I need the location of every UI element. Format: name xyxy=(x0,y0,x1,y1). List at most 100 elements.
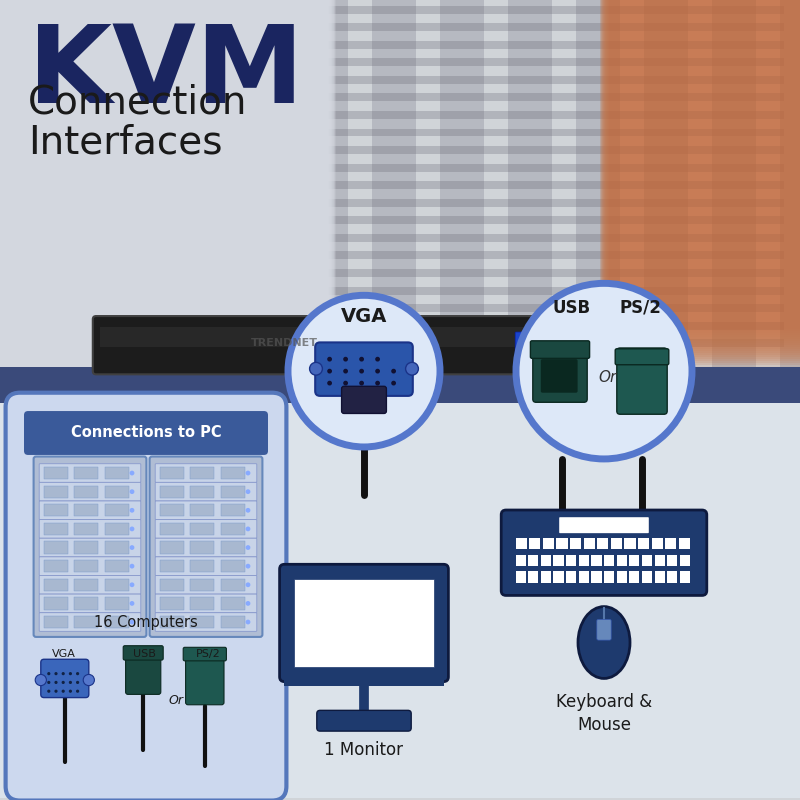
FancyBboxPatch shape xyxy=(530,341,590,358)
FancyBboxPatch shape xyxy=(39,482,141,501)
Bar xyxy=(10,0,28,367)
FancyBboxPatch shape xyxy=(543,538,554,549)
FancyBboxPatch shape xyxy=(630,554,639,566)
FancyBboxPatch shape xyxy=(39,575,141,594)
FancyBboxPatch shape xyxy=(74,504,98,517)
Bar xyxy=(288,234,784,242)
FancyBboxPatch shape xyxy=(105,560,129,572)
Bar xyxy=(288,269,784,277)
Bar xyxy=(8,0,26,367)
Circle shape xyxy=(343,357,348,362)
FancyBboxPatch shape xyxy=(533,332,541,362)
Bar xyxy=(0,0,328,367)
Bar xyxy=(602,0,800,359)
Bar xyxy=(601,0,800,363)
Circle shape xyxy=(246,490,250,494)
Text: VGA: VGA xyxy=(341,307,387,326)
FancyBboxPatch shape xyxy=(39,538,141,557)
Bar xyxy=(6,0,24,367)
FancyBboxPatch shape xyxy=(317,710,411,731)
FancyBboxPatch shape xyxy=(528,554,538,566)
Circle shape xyxy=(83,674,94,686)
FancyBboxPatch shape xyxy=(190,542,214,554)
Bar xyxy=(0,0,326,367)
Bar xyxy=(4,0,22,367)
Bar xyxy=(288,146,784,154)
Circle shape xyxy=(47,672,50,675)
FancyBboxPatch shape xyxy=(554,571,564,582)
Bar xyxy=(288,6,784,14)
FancyBboxPatch shape xyxy=(44,467,68,479)
FancyBboxPatch shape xyxy=(150,457,262,637)
Bar xyxy=(14,0,31,367)
Bar xyxy=(7,0,25,367)
Bar xyxy=(12,0,30,367)
FancyBboxPatch shape xyxy=(186,650,224,705)
FancyBboxPatch shape xyxy=(604,571,614,582)
FancyBboxPatch shape xyxy=(74,578,98,591)
FancyBboxPatch shape xyxy=(183,647,226,661)
Bar xyxy=(3,0,21,367)
Circle shape xyxy=(76,672,79,675)
FancyBboxPatch shape xyxy=(557,538,568,549)
FancyBboxPatch shape xyxy=(617,348,667,414)
FancyBboxPatch shape xyxy=(533,344,587,402)
Circle shape xyxy=(54,681,58,684)
FancyBboxPatch shape xyxy=(93,316,595,374)
Bar xyxy=(0,0,325,367)
FancyBboxPatch shape xyxy=(559,332,567,362)
Circle shape xyxy=(359,369,364,374)
Bar xyxy=(0,0,335,367)
FancyBboxPatch shape xyxy=(155,575,257,594)
Circle shape xyxy=(62,681,65,684)
Circle shape xyxy=(69,672,72,675)
FancyBboxPatch shape xyxy=(44,522,68,535)
Bar xyxy=(288,286,784,294)
FancyBboxPatch shape xyxy=(550,332,558,362)
Text: TRENDNET: TRENDNET xyxy=(251,338,318,348)
FancyBboxPatch shape xyxy=(611,538,622,549)
Circle shape xyxy=(246,620,250,625)
FancyBboxPatch shape xyxy=(615,349,669,365)
FancyBboxPatch shape xyxy=(617,571,627,582)
FancyBboxPatch shape xyxy=(597,538,609,549)
FancyBboxPatch shape xyxy=(604,554,614,566)
Bar xyxy=(6,0,24,367)
FancyBboxPatch shape xyxy=(190,578,214,591)
FancyBboxPatch shape xyxy=(44,542,68,554)
Bar xyxy=(16,0,34,367)
Bar xyxy=(508,0,552,367)
FancyBboxPatch shape xyxy=(126,650,161,694)
Bar xyxy=(4,0,22,367)
Bar xyxy=(288,251,784,259)
FancyBboxPatch shape xyxy=(190,486,214,498)
FancyBboxPatch shape xyxy=(642,571,652,582)
Bar xyxy=(5,0,22,367)
Bar xyxy=(14,0,31,367)
Bar xyxy=(0,0,18,367)
Circle shape xyxy=(62,672,65,675)
Bar xyxy=(13,0,30,367)
Bar xyxy=(11,0,29,367)
FancyBboxPatch shape xyxy=(221,598,245,610)
FancyBboxPatch shape xyxy=(39,594,141,613)
Bar xyxy=(288,111,784,119)
FancyBboxPatch shape xyxy=(155,594,257,613)
FancyBboxPatch shape xyxy=(155,482,257,501)
FancyBboxPatch shape xyxy=(516,554,526,566)
Circle shape xyxy=(375,381,380,386)
Circle shape xyxy=(69,681,72,684)
Bar xyxy=(0,0,336,367)
Bar xyxy=(0,0,325,367)
FancyBboxPatch shape xyxy=(285,675,443,686)
FancyBboxPatch shape xyxy=(294,578,434,667)
FancyBboxPatch shape xyxy=(280,564,448,682)
Bar xyxy=(712,0,756,367)
Bar xyxy=(644,0,688,367)
FancyBboxPatch shape xyxy=(6,393,286,800)
FancyBboxPatch shape xyxy=(44,504,68,517)
Bar xyxy=(0,0,335,367)
Circle shape xyxy=(130,526,134,531)
Circle shape xyxy=(130,490,134,494)
FancyBboxPatch shape xyxy=(591,571,602,582)
